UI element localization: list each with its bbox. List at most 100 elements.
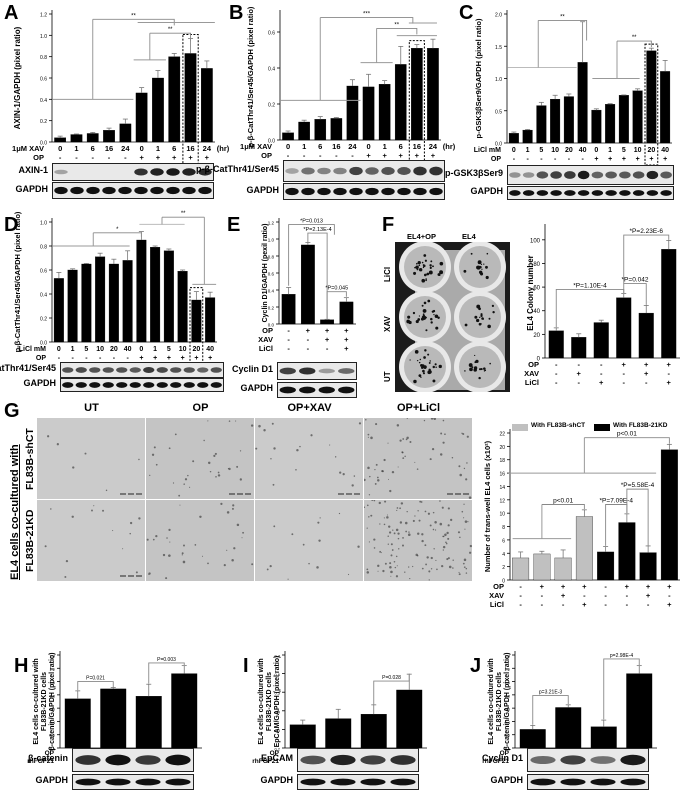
y-tick-label: 0.2 [504, 733, 510, 738]
condition-value: 20 [110, 346, 118, 353]
condition-value: 0 [512, 147, 516, 154]
condition-value: 40 [661, 147, 669, 154]
condition-value: - [555, 360, 558, 369]
condition-value: + [561, 591, 566, 600]
y-tick-label: 0.4 [504, 720, 510, 725]
image-column-title: OP+XAV [287, 402, 332, 414]
y-tick-label: 1.0 [40, 221, 47, 227]
legend-swatch [594, 424, 610, 431]
y-tick-label: 1.0 [495, 77, 502, 83]
y-tick-label: 14 [499, 485, 505, 491]
y-tick-label: 0.4 [40, 293, 47, 299]
condition-value: - [85, 355, 88, 362]
condition-value: 5 [539, 147, 543, 154]
bar [646, 50, 657, 144]
panel-label-b: B [229, 2, 244, 24]
bar-chart-b: 0.0 0.2 0.4 0.6 p-β-CatThr41/Ser45/GAPDH (pi… [240, 6, 456, 163]
bar [205, 297, 216, 343]
bar [339, 301, 354, 325]
condition-value: + [649, 156, 653, 163]
western-blot-epcam [297, 748, 419, 772]
condition-label: XAV [524, 369, 539, 378]
bar [168, 56, 181, 143]
y-tick-label: 0.0 [504, 747, 510, 752]
condition-value: - [71, 355, 74, 362]
condition-value: 0 [139, 346, 143, 353]
condition-value: - [647, 600, 650, 609]
y-tick-label: 1.0 [504, 680, 510, 685]
condition-value: - [326, 344, 329, 353]
bar [638, 312, 654, 359]
bar [632, 90, 643, 144]
y-tick-label: 0.6 [268, 31, 275, 37]
significance-label: *P=0.013 [300, 219, 323, 225]
y-tick-label: 20 [533, 333, 540, 339]
transwell-micrograph [37, 418, 145, 499]
x-unit: (hr) [217, 144, 230, 153]
y-tick-label: 0.2 [268, 306, 275, 311]
condition-value: 40 [579, 147, 587, 154]
y-tick-label: 0 [537, 357, 541, 363]
panel-g: G UT OP OP+XAV OP+LiCl EL4 cells co-cultured … [0, 400, 685, 609]
blot-label: GAPDH [470, 186, 503, 196]
y-tick-label: 12 [499, 498, 505, 504]
bar [300, 244, 315, 325]
condition-value: - [99, 355, 102, 362]
y-tick-label: 0.7 [274, 654, 280, 659]
condition-value: - [554, 156, 557, 163]
y-tick-label: 0.8 [504, 693, 510, 698]
bar [591, 109, 602, 144]
bar [639, 552, 657, 581]
significance-label: *P=7.09E-4 [600, 497, 634, 504]
y-tick-label: 0.0 [268, 139, 275, 145]
panel-label-h: H [14, 655, 29, 677]
bar [108, 263, 119, 343]
condition-value: - [513, 156, 516, 163]
bar [171, 673, 198, 749]
condition-value: + [625, 582, 630, 591]
condition-value: + [667, 582, 672, 591]
condition-value: + [667, 360, 672, 369]
condition-value: - [519, 582, 522, 591]
condition-value: 1 [302, 142, 306, 151]
blot-label: Cyclin D1 [231, 364, 273, 374]
bar [360, 713, 387, 749]
bar [330, 118, 343, 141]
condition-value: - [519, 600, 522, 609]
condition-label: LiCl [259, 344, 273, 353]
y-tick-label: 0.6 [268, 272, 275, 277]
condition-value: + [561, 582, 566, 591]
condition-value: 5 [622, 147, 626, 154]
condition-value: 16 [186, 144, 194, 153]
condition-label: OP [270, 750, 280, 757]
y-tick-label: 0.0 [40, 141, 47, 147]
x-unit: (hr) [443, 142, 456, 151]
bar [396, 689, 423, 749]
bar [86, 133, 99, 143]
condition-value: - [335, 151, 338, 160]
panel-label-d: D [4, 214, 19, 236]
condition-value: - [287, 326, 290, 335]
condition-value: - [287, 335, 290, 344]
condition-value: + [582, 600, 587, 609]
legend-swatch [512, 424, 528, 431]
bar [605, 104, 616, 144]
significance-label: *P=1.10E-4 [573, 282, 607, 289]
condition-value: + [172, 153, 177, 162]
bar-chart-d: 0.0 0.2 0.4 0.6 0.8 1.0 p-β-CatThr41/Ser45/GAP… [13, 211, 217, 365]
image-row-group-label: EL4 cells co-cultured with [9, 444, 21, 580]
condition-value: + [582, 582, 587, 591]
significance-label: *P=2.23E-6 [630, 228, 664, 235]
condition-value: 6 [172, 144, 176, 153]
y-axis-label: p-GSK3βSer9/GAPDH (pixel ratio) [474, 18, 483, 139]
bar [289, 724, 316, 749]
condition-label: OP [491, 156, 501, 163]
condition-value: - [568, 156, 571, 163]
transwell-micrograph [363, 499, 473, 581]
y-tick-label: 2 [502, 565, 505, 571]
condition-value: 1 [526, 147, 530, 154]
y-tick-label: 0.2 [49, 733, 55, 738]
panel-label-g: G [4, 400, 20, 422]
y-tick-label: 2.0 [495, 13, 502, 19]
condition-value: 6 [318, 142, 322, 151]
